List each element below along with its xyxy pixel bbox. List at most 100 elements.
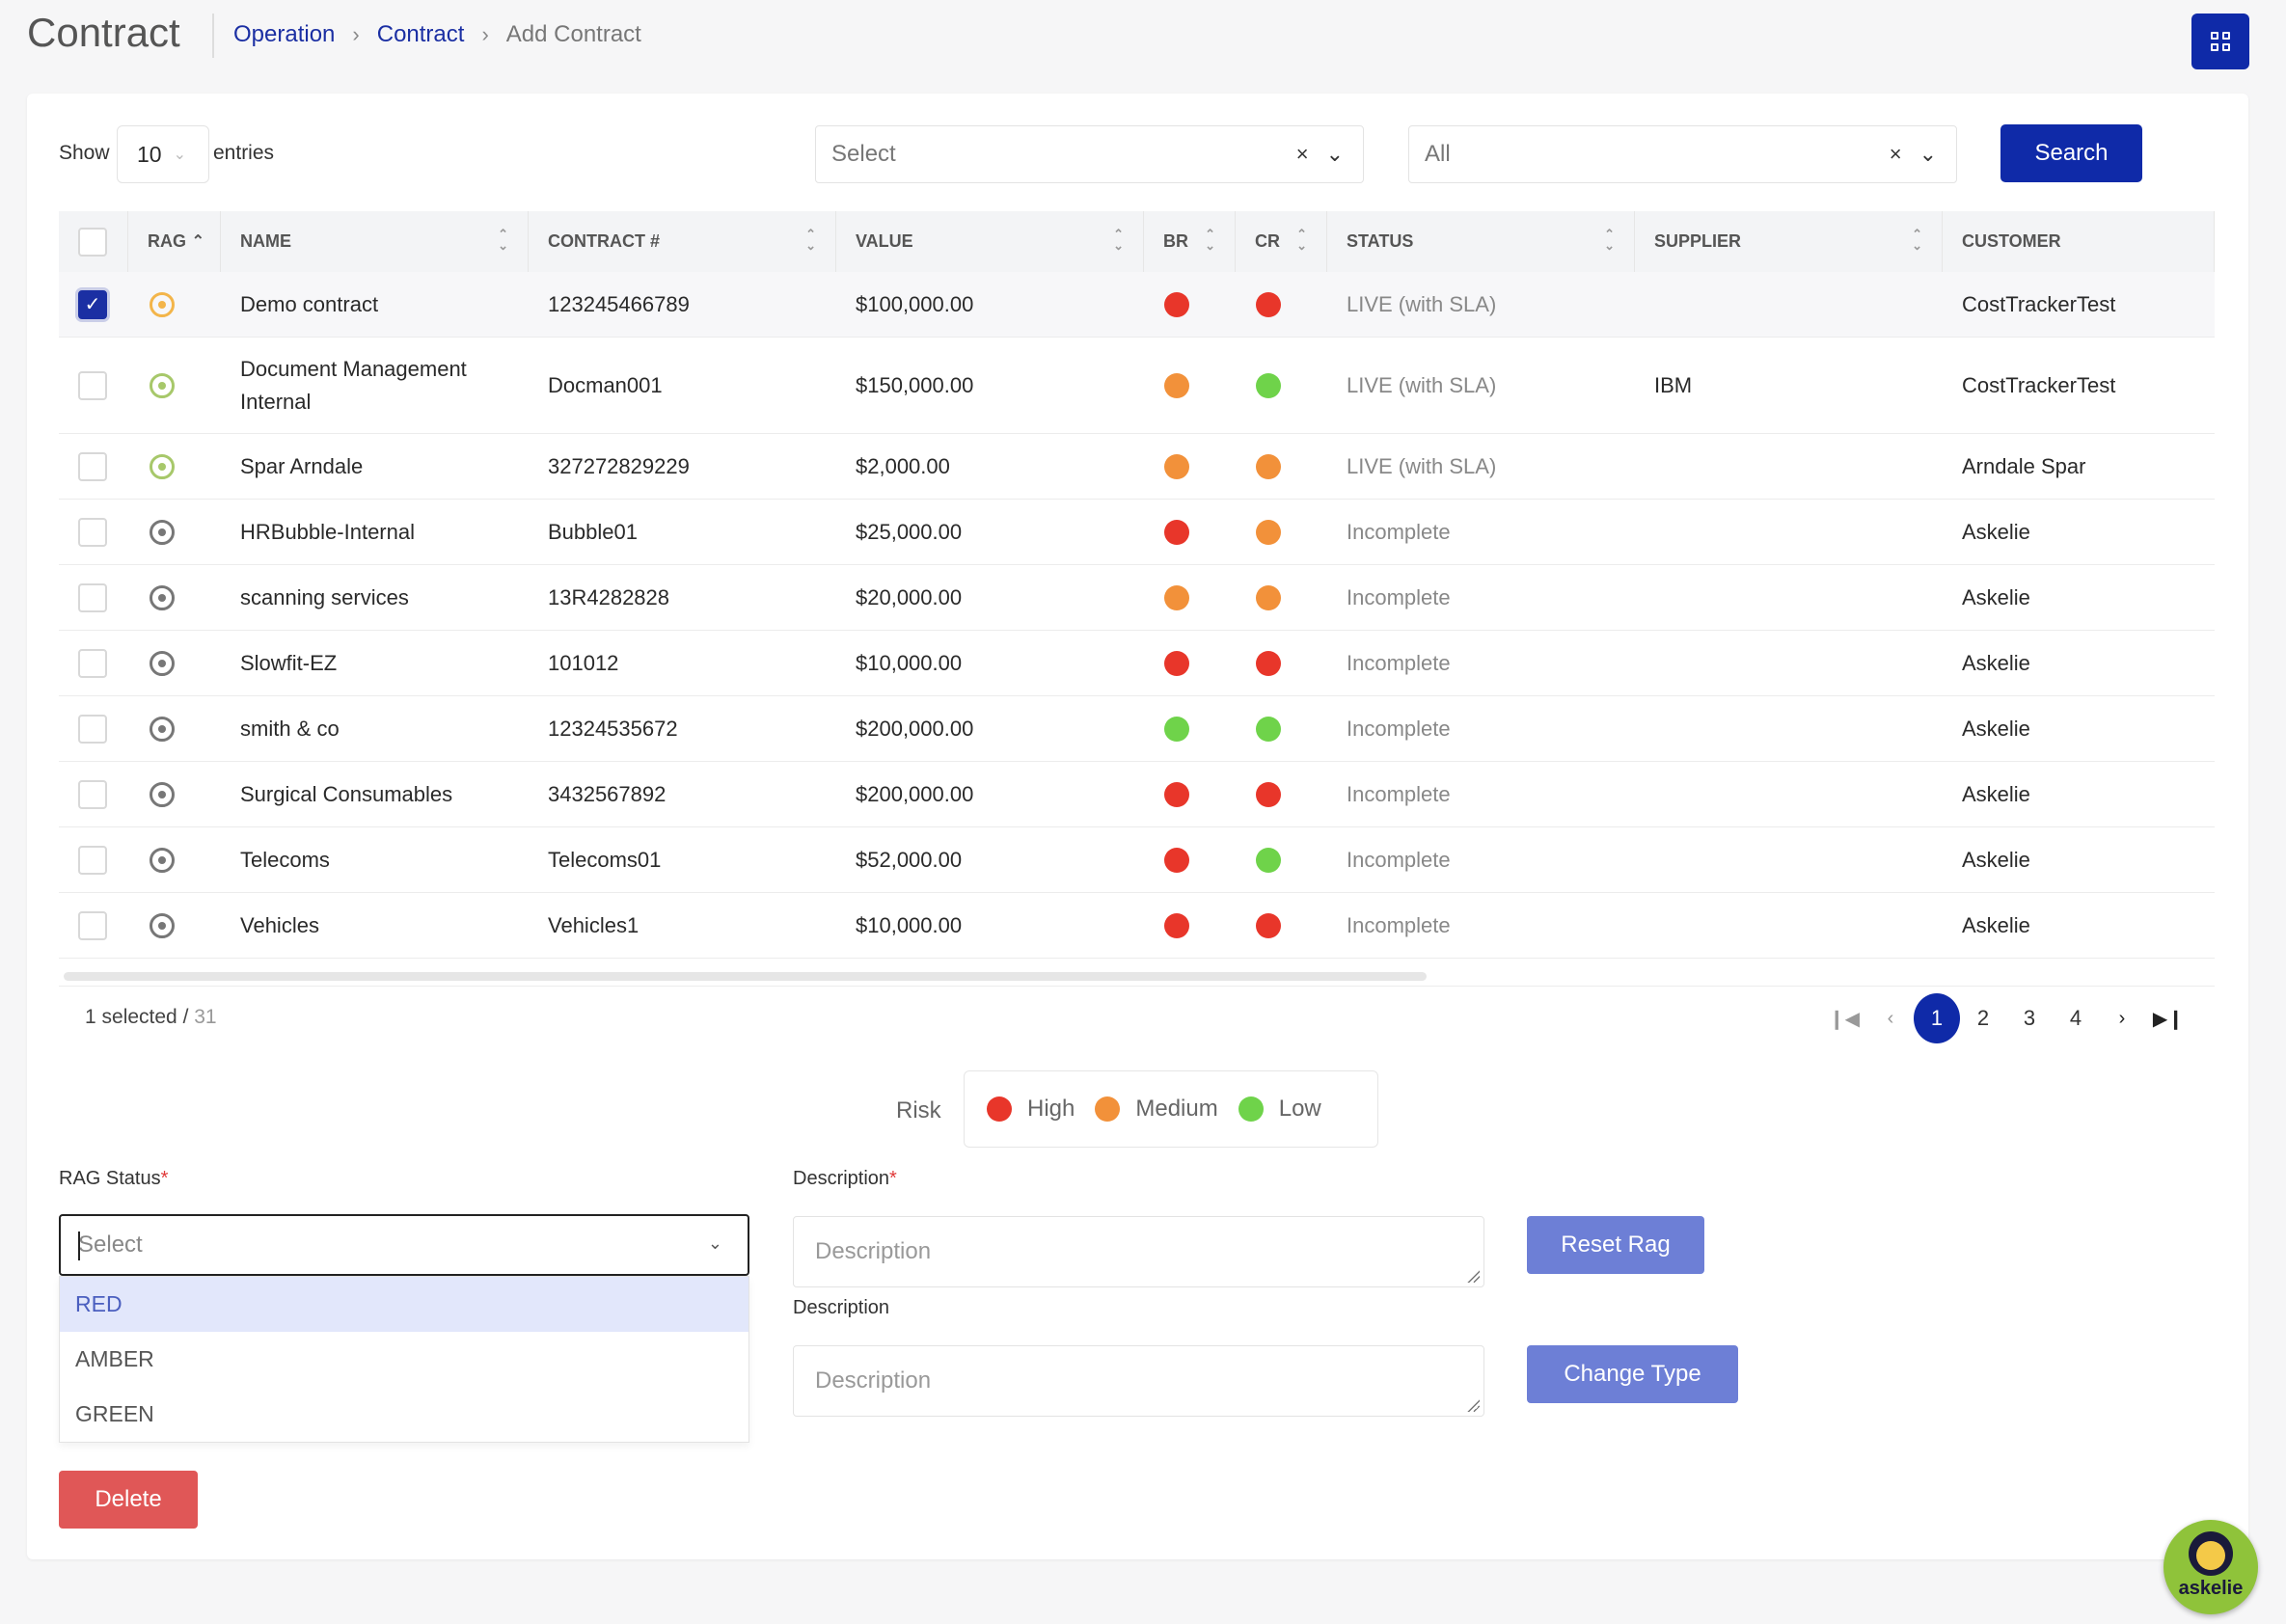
entries-select[interactable]: 10 ⌄ <box>117 125 209 183</box>
name-cell[interactable]: smith & co <box>240 716 340 741</box>
br-orange-dot-icon <box>1164 453 1189 479</box>
br-red-dot-icon <box>1164 291 1189 317</box>
reset-rag-button[interactable]: Reset Rag <box>1527 1216 1704 1274</box>
row-checkbox[interactable] <box>78 451 107 481</box>
apps-menu-button[interactable] <box>2191 14 2249 69</box>
option-green[interactable]: GREEN <box>75 1401 154 1426</box>
option-red[interactable]: RED <box>60 1277 748 1332</box>
row-checkbox[interactable] <box>78 845 107 875</box>
column-rag[interactable]: RAG ⌃ <box>128 211 221 272</box>
row-checkbox[interactable] <box>78 714 107 744</box>
breadcrumb-current: Add Contract <box>505 21 641 47</box>
row-checkbox-cell <box>59 648 128 678</box>
clear-icon[interactable]: × <box>1889 142 1902 166</box>
row-checkbox[interactable] <box>78 517 107 547</box>
name-cell[interactable]: Vehicles <box>240 912 319 937</box>
horizontal-scrollbar[interactable] <box>64 972 1427 981</box>
row-checkbox-cell <box>59 845 128 875</box>
selected-count: 1 selected / <box>85 1006 189 1028</box>
description-2-label: Description <box>793 1297 890 1318</box>
table-row[interactable]: Telecoms Telecoms01 $52,000.00 Incomplete As… <box>59 827 2215 893</box>
chevron-down-icon[interactable]: ⌄ <box>1325 142 1344 166</box>
name-cell[interactable]: HRBubble-Internal <box>240 519 415 544</box>
column-value[interactable]: VALUE ⌃ ⌄ <box>836 211 1144 272</box>
status-cell: LIVE (with SLA) <box>1347 372 1497 397</box>
value-cell: $20,000.00 <box>856 584 963 609</box>
column-customer[interactable]: CUSTOMER <box>1943 211 2215 272</box>
askelie-chat-button[interactable]: askelie <box>2164 1520 2258 1614</box>
last-page-icon[interactable]: ▶❙ <box>2152 1008 2185 1030</box>
resize-handle-icon[interactable] <box>1466 1398 1480 1412</box>
column-name[interactable]: NAME ⌃ ⌄ <box>221 211 529 272</box>
rag-cell <box>128 781 221 807</box>
name-cell[interactable]: Telecoms <box>240 847 330 872</box>
clear-icon[interactable]: × <box>1295 142 1309 166</box>
row-checkbox-cell: ✓ <box>59 289 128 319</box>
row-checkbox[interactable] <box>78 582 107 612</box>
resize-handle-icon[interactable] <box>1466 1269 1480 1283</box>
name-cell[interactable]: Slowfit-EZ <box>240 650 338 675</box>
option-amber[interactable]: AMBER <box>75 1346 154 1371</box>
rag-cell <box>128 372 221 398</box>
first-page-icon[interactable]: ❙◀ <box>1828 1008 1861 1030</box>
select-all-checkbox[interactable] <box>78 227 107 257</box>
filter-select[interactable]: Select × ⌄ <box>815 125 1364 183</box>
total-count: 31 <box>194 1006 217 1028</box>
description-2-textarea[interactable]: Description <box>793 1345 1484 1417</box>
status-filter-select[interactable]: All × ⌄ <box>1408 125 1957 183</box>
row-checkbox[interactable] <box>78 910 107 940</box>
name-cell[interactable]: scanning services <box>240 584 409 609</box>
page-4[interactable]: 4 <box>2069 1006 2082 1030</box>
page-2[interactable]: 2 <box>1976 1006 1990 1030</box>
row-checkbox[interactable]: ✓ <box>78 289 107 319</box>
row-checkbox[interactable] <box>78 370 107 400</box>
page-1[interactable]: 1 <box>1914 993 1960 1043</box>
column-br[interactable]: BR ⌃ ⌄ <box>1144 211 1236 272</box>
high-risk-dot-icon <box>987 1096 1012 1122</box>
column-cr[interactable]: CR ⌃ ⌄ <box>1236 211 1327 272</box>
chevron-down-icon[interactable]: ⌄ <box>1919 142 1937 166</box>
table-body: ✓ Demo contract 123245466789 $100,000.00 LIV… <box>59 272 2215 959</box>
table-row[interactable]: Slowfit-EZ 101012 $10,000.00 Incomplete Aske… <box>59 631 2215 696</box>
column-supplier[interactable]: SUPPLIER ⌃ ⌄ <box>1635 211 1943 272</box>
table-row[interactable]: Document Management Internal Docman001 $15… <box>59 338 2215 434</box>
rag-cell <box>128 847 221 873</box>
sort-icon: ⌃ ⌄ <box>1205 227 1215 253</box>
status-cell: Incomplete <box>1347 781 1451 806</box>
page-3[interactable]: 3 <box>2023 1006 2036 1030</box>
table-row[interactable]: Spar Arndale 327272829229 $2,000.00 LIVE (w… <box>59 434 2215 500</box>
top-bar: Contract Operation › Contract › Add Cont… <box>0 0 2286 77</box>
breadcrumb-contract[interactable]: Contract <box>376 21 465 47</box>
search-button[interactable]: Search <box>2000 124 2142 182</box>
name-cell[interactable]: Demo contract <box>240 291 379 316</box>
name-cell[interactable]: Surgical Consumables <box>240 781 453 806</box>
br-cell <box>1144 716 1236 742</box>
value-cell: $200,000.00 <box>856 716 974 741</box>
cr-orange-dot-icon <box>1256 453 1281 479</box>
table-row[interactable]: Vehicles Vehicles1 $10,000.00 Incomplete Ask… <box>59 893 2215 959</box>
column-contract[interactable]: CONTRACT # ⌃ ⌄ <box>529 211 836 272</box>
row-checkbox[interactable] <box>78 779 107 809</box>
cr-red-dot-icon <box>1256 912 1281 938</box>
table-row[interactable]: HRBubble-Internal Bubble01 $25,000.00 Incom… <box>59 500 2215 565</box>
column-status[interactable]: STATUS ⌃ ⌄ <box>1327 211 1635 272</box>
rag-status-select[interactable]: Select ⌄ <box>59 1214 749 1276</box>
br-cell <box>1144 781 1236 807</box>
next-page-icon[interactable]: › <box>2118 1007 2126 1029</box>
name-cell[interactable]: Document Management Internal <box>240 356 467 414</box>
table-row[interactable]: smith & co 12324535672 $200,000.00 Incomple… <box>59 696 2215 762</box>
cr-cell <box>1236 519 1327 545</box>
row-checkbox[interactable] <box>78 648 107 678</box>
status-cell: Incomplete <box>1347 650 1451 675</box>
description-textarea[interactable]: Description <box>793 1216 1484 1287</box>
table-row[interactable]: ✓ Demo contract 123245466789 $100,000.00 LIV… <box>59 272 2215 338</box>
table-row[interactable]: scanning services 13R4282828 $20,000.00 Inc… <box>59 565 2215 631</box>
table-row[interactable]: Surgical Consumables 3432567892 $200,000.0… <box>59 762 2215 827</box>
delete-button[interactable]: Delete <box>59 1471 198 1529</box>
customer-cell: Askelie <box>1962 519 2030 544</box>
prev-page-icon[interactable]: ‹ <box>1887 1007 1894 1029</box>
low-risk-dot-icon <box>1238 1096 1264 1122</box>
change-type-button[interactable]: Change Type <box>1527 1345 1738 1403</box>
name-cell[interactable]: Spar Arndale <box>240 453 364 478</box>
breadcrumb-operation[interactable]: Operation <box>233 21 336 47</box>
